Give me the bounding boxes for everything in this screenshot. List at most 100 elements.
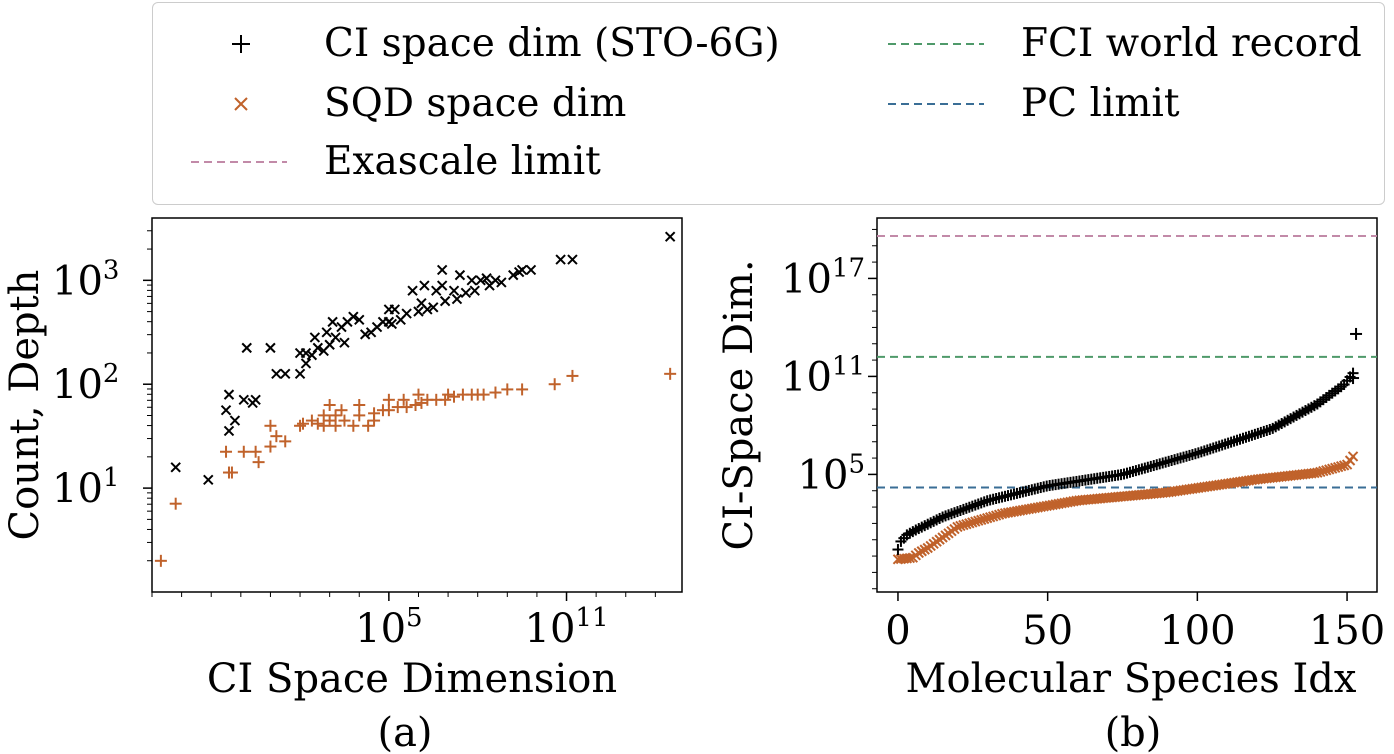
count-point-19-b (330, 332, 341, 343)
x-tick-label-a-1: 1011 (525, 603, 609, 652)
sqd-point-24 (964, 518, 975, 529)
sqd-point-146-b (1327, 463, 1338, 474)
depth-point-21 (353, 409, 366, 422)
depth-point-9 (270, 430, 283, 443)
count-point-67 (377, 316, 389, 328)
depth-point-3 (225, 466, 238, 479)
sqd-point-149 (1335, 461, 1347, 472)
count-point-41-b (416, 297, 427, 309)
panel-a: 105 1011 101 102 103 CI Space Dimension Count,… (2, 217, 683, 754)
plot-frame-b (876, 217, 1378, 593)
count-point-52-b (386, 318, 398, 330)
depth-point-39 (516, 383, 529, 396)
count-point-67-b (377, 316, 389, 328)
sqd-point-22 (958, 519, 969, 531)
count-point-19 (330, 332, 341, 343)
count-point-28-b (413, 306, 424, 317)
count-point-2-b (223, 425, 235, 437)
sqd-point-33-b (990, 510, 1002, 521)
count-point-47 (481, 273, 492, 284)
count-point-66 (490, 275, 501, 286)
depth-point-11 (264, 419, 277, 432)
count-point-63-b (436, 264, 448, 276)
legend: CI space dim (STO-6G) SQD space dim Exas… (152, 2, 1385, 205)
sqd-point-25 (967, 517, 978, 528)
legend-label-pc: PC limit (1021, 81, 1180, 126)
count-point-44 (383, 304, 395, 315)
depth-point-51 (368, 414, 381, 427)
sqd-point-25-b (967, 517, 978, 528)
count-point-59-b (567, 254, 578, 265)
count-point-21 (309, 332, 321, 343)
count-point-61-b (475, 275, 486, 286)
count-point-55 (342, 316, 353, 328)
count-point-46 (466, 275, 477, 286)
count-point-37-b (508, 269, 519, 281)
plot-frame-a (151, 217, 683, 593)
sqd-point-24-b (964, 518, 975, 529)
count-point-63 (436, 264, 448, 276)
sqd-point-23 (961, 518, 972, 530)
count-point-58 (555, 254, 566, 265)
x-axis-title-b: Molecular Species Idx (906, 656, 1357, 702)
sqd-point-23-b (961, 518, 972, 530)
ci-point-0 (892, 544, 904, 556)
depth-point-22 (362, 419, 375, 432)
count-point-9 (241, 342, 252, 354)
sqd-point-145 (1324, 464, 1335, 475)
sqd-point-141-b (1312, 467, 1323, 478)
panel-b: 0 50 100 150 105 1011 1017 Molecular Species Id… (716, 217, 1385, 754)
sqd-point-148 (1332, 461, 1344, 473)
count-point-20 (339, 337, 350, 348)
ci-outlier-point-1 (1347, 372, 1360, 385)
sqd-point-147-b (1329, 462, 1341, 474)
count-point-23-b (359, 329, 371, 340)
sqd-point-28 (976, 514, 987, 526)
legend-dashed-line-icon (191, 161, 287, 163)
count-point-1-b (170, 462, 181, 473)
sqd-point-149-b (1335, 461, 1347, 472)
depth-point-47 (442, 388, 455, 401)
sqd-point-22-b (958, 519, 969, 531)
count-point-14-b (300, 347, 312, 359)
depth-point-20 (347, 419, 360, 432)
depth-point-19 (338, 414, 351, 427)
count-point-6 (220, 404, 232, 416)
sqd-point-33 (990, 510, 1002, 521)
count-point-8-b (250, 394, 261, 406)
count-point-2 (223, 425, 235, 437)
count-point-22 (327, 316, 338, 328)
count-point-5 (238, 394, 249, 406)
count-point-9-b (241, 342, 252, 354)
count-point-60 (664, 231, 676, 242)
depth-point-45 (382, 393, 395, 406)
count-point-51-b (321, 327, 332, 338)
y-tick-label-b-0: 105 (798, 449, 865, 498)
sqd-point-21-b (955, 520, 966, 532)
sqd-point-4 (904, 552, 916, 564)
sqd-point-32 (987, 511, 999, 522)
x-tick-label-b-0: 0 (885, 608, 910, 654)
depth-point-17 (323, 414, 336, 427)
sqd-point-144-b (1321, 465, 1332, 476)
sqd-point-141 (1312, 467, 1323, 478)
y-tick-label-b-1: 1011 (781, 351, 865, 400)
x-axis-title-a: CI Space Dimension (207, 656, 617, 702)
count-point-34-b (469, 285, 480, 296)
sqd-point-153 (1347, 451, 1359, 462)
depth-point-14 (305, 414, 318, 427)
count-point-23 (359, 329, 371, 340)
count-point-11 (280, 368, 291, 380)
sqd-point-153-b (1347, 451, 1359, 462)
count-point-59 (567, 254, 578, 265)
count-point-55-b (342, 316, 353, 328)
count-point-22-b (327, 316, 338, 328)
count-point-0 (203, 474, 214, 486)
count-point-4 (223, 389, 235, 400)
count-point-30 (428, 302, 439, 313)
count-point-57 (294, 368, 306, 380)
sqd-point-30-b (981, 512, 993, 524)
depth-point-33 (448, 390, 461, 403)
sqd-point-20 (952, 521, 963, 533)
